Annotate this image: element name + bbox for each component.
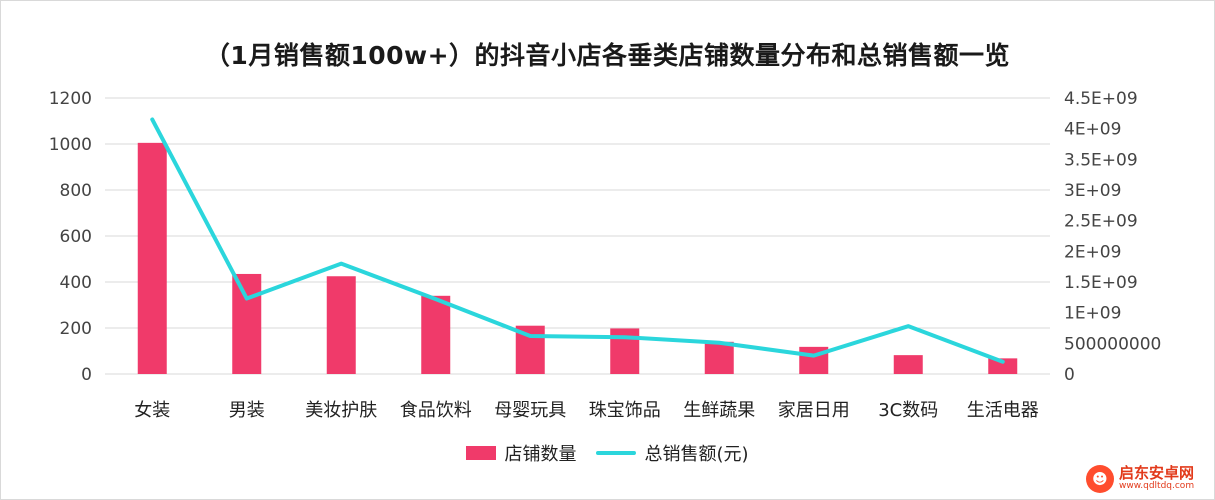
category-label: 3C数码 bbox=[878, 400, 938, 421]
right-tick-label: 1E+09 bbox=[1064, 304, 1121, 324]
bar-series bbox=[137, 142, 1018, 374]
category-label: 母婴玩具 bbox=[494, 400, 566, 421]
android-logo-icon: ☻ bbox=[1086, 465, 1114, 493]
right-tick-label: 4.5E+09 bbox=[1064, 89, 1138, 109]
right-tick-label: 2E+09 bbox=[1064, 242, 1121, 262]
left-tick-label: 200 bbox=[60, 319, 92, 339]
left-tick-label: 1000 bbox=[49, 135, 92, 155]
watermark-url: www.qdltdq.com bbox=[1119, 481, 1195, 492]
gridlines bbox=[105, 97, 1050, 375]
category-label: 男装 bbox=[229, 400, 265, 421]
left-tick-label: 400 bbox=[60, 273, 92, 293]
left-tick-label: 1200 bbox=[49, 89, 92, 109]
right-tick-label: 1.5E+09 bbox=[1064, 273, 1138, 293]
right-tick-label: 3E+09 bbox=[1064, 181, 1121, 201]
left-axis: 0 200 400 600 800 1000 1200 bbox=[49, 89, 92, 385]
left-tick-label: 600 bbox=[60, 227, 92, 247]
chart-title: （1月销售额100w+）的抖音小店各垂类店铺数量分布和总销售额一览 bbox=[204, 41, 1011, 70]
bar bbox=[326, 276, 356, 374]
right-tick-label: 4E+09 bbox=[1064, 120, 1121, 140]
category-label: 家居日用 bbox=[778, 400, 850, 421]
watermark-name: 启东安卓网 bbox=[1119, 464, 1195, 483]
sales-line bbox=[150, 117, 1005, 364]
legend-line-swatch bbox=[596, 451, 637, 455]
bar bbox=[232, 273, 262, 374]
bar bbox=[137, 142, 167, 374]
legend-bar-label: 店铺数量 bbox=[504, 444, 577, 465]
left-tick-label: 800 bbox=[60, 181, 92, 201]
bar bbox=[421, 295, 451, 374]
site-watermark: ☻ 启东安卓网 www.qdltdq.com bbox=[1086, 462, 1208, 496]
legend-line-label: 总销售额(元) bbox=[644, 444, 749, 465]
bar bbox=[893, 355, 923, 374]
legend-item-bar: 店铺数量 bbox=[466, 440, 576, 466]
category-label: 食品饮料 bbox=[400, 400, 472, 421]
legend-bar-swatch bbox=[466, 446, 497, 460]
right-tick-label: 500000000 bbox=[1064, 334, 1161, 354]
bar bbox=[988, 358, 1018, 374]
right-tick-label: 0 bbox=[1064, 365, 1075, 385]
category-label: 生活电器 bbox=[967, 400, 1039, 421]
bar bbox=[704, 341, 734, 374]
right-axis: 0 500000000 1E+09 1.5E+09 2E+09 2.5E+09 3E+09 3… bbox=[1064, 89, 1161, 385]
category-label: 美妆护肤 bbox=[305, 400, 377, 421]
line-series bbox=[150, 117, 1005, 364]
legend-item-line: 总销售额(元) bbox=[596, 440, 749, 466]
right-tick-label: 2.5E+09 bbox=[1064, 212, 1138, 232]
category-label: 生鲜蔬果 bbox=[683, 400, 755, 421]
category-label: 女装 bbox=[134, 400, 170, 421]
category-label: 珠宝饰品 bbox=[589, 400, 661, 421]
left-tick-label: 0 bbox=[81, 365, 92, 385]
category-axis: 女装 男装 美妆护肤 食品饮料 母婴玩具 珠宝饰品 生鲜蔬果 家居日用 3C数码 生活电器 bbox=[134, 400, 1039, 421]
legend: 店铺数量 总销售额(元) bbox=[0, 440, 1215, 466]
right-tick-label: 3.5E+09 bbox=[1064, 150, 1138, 170]
